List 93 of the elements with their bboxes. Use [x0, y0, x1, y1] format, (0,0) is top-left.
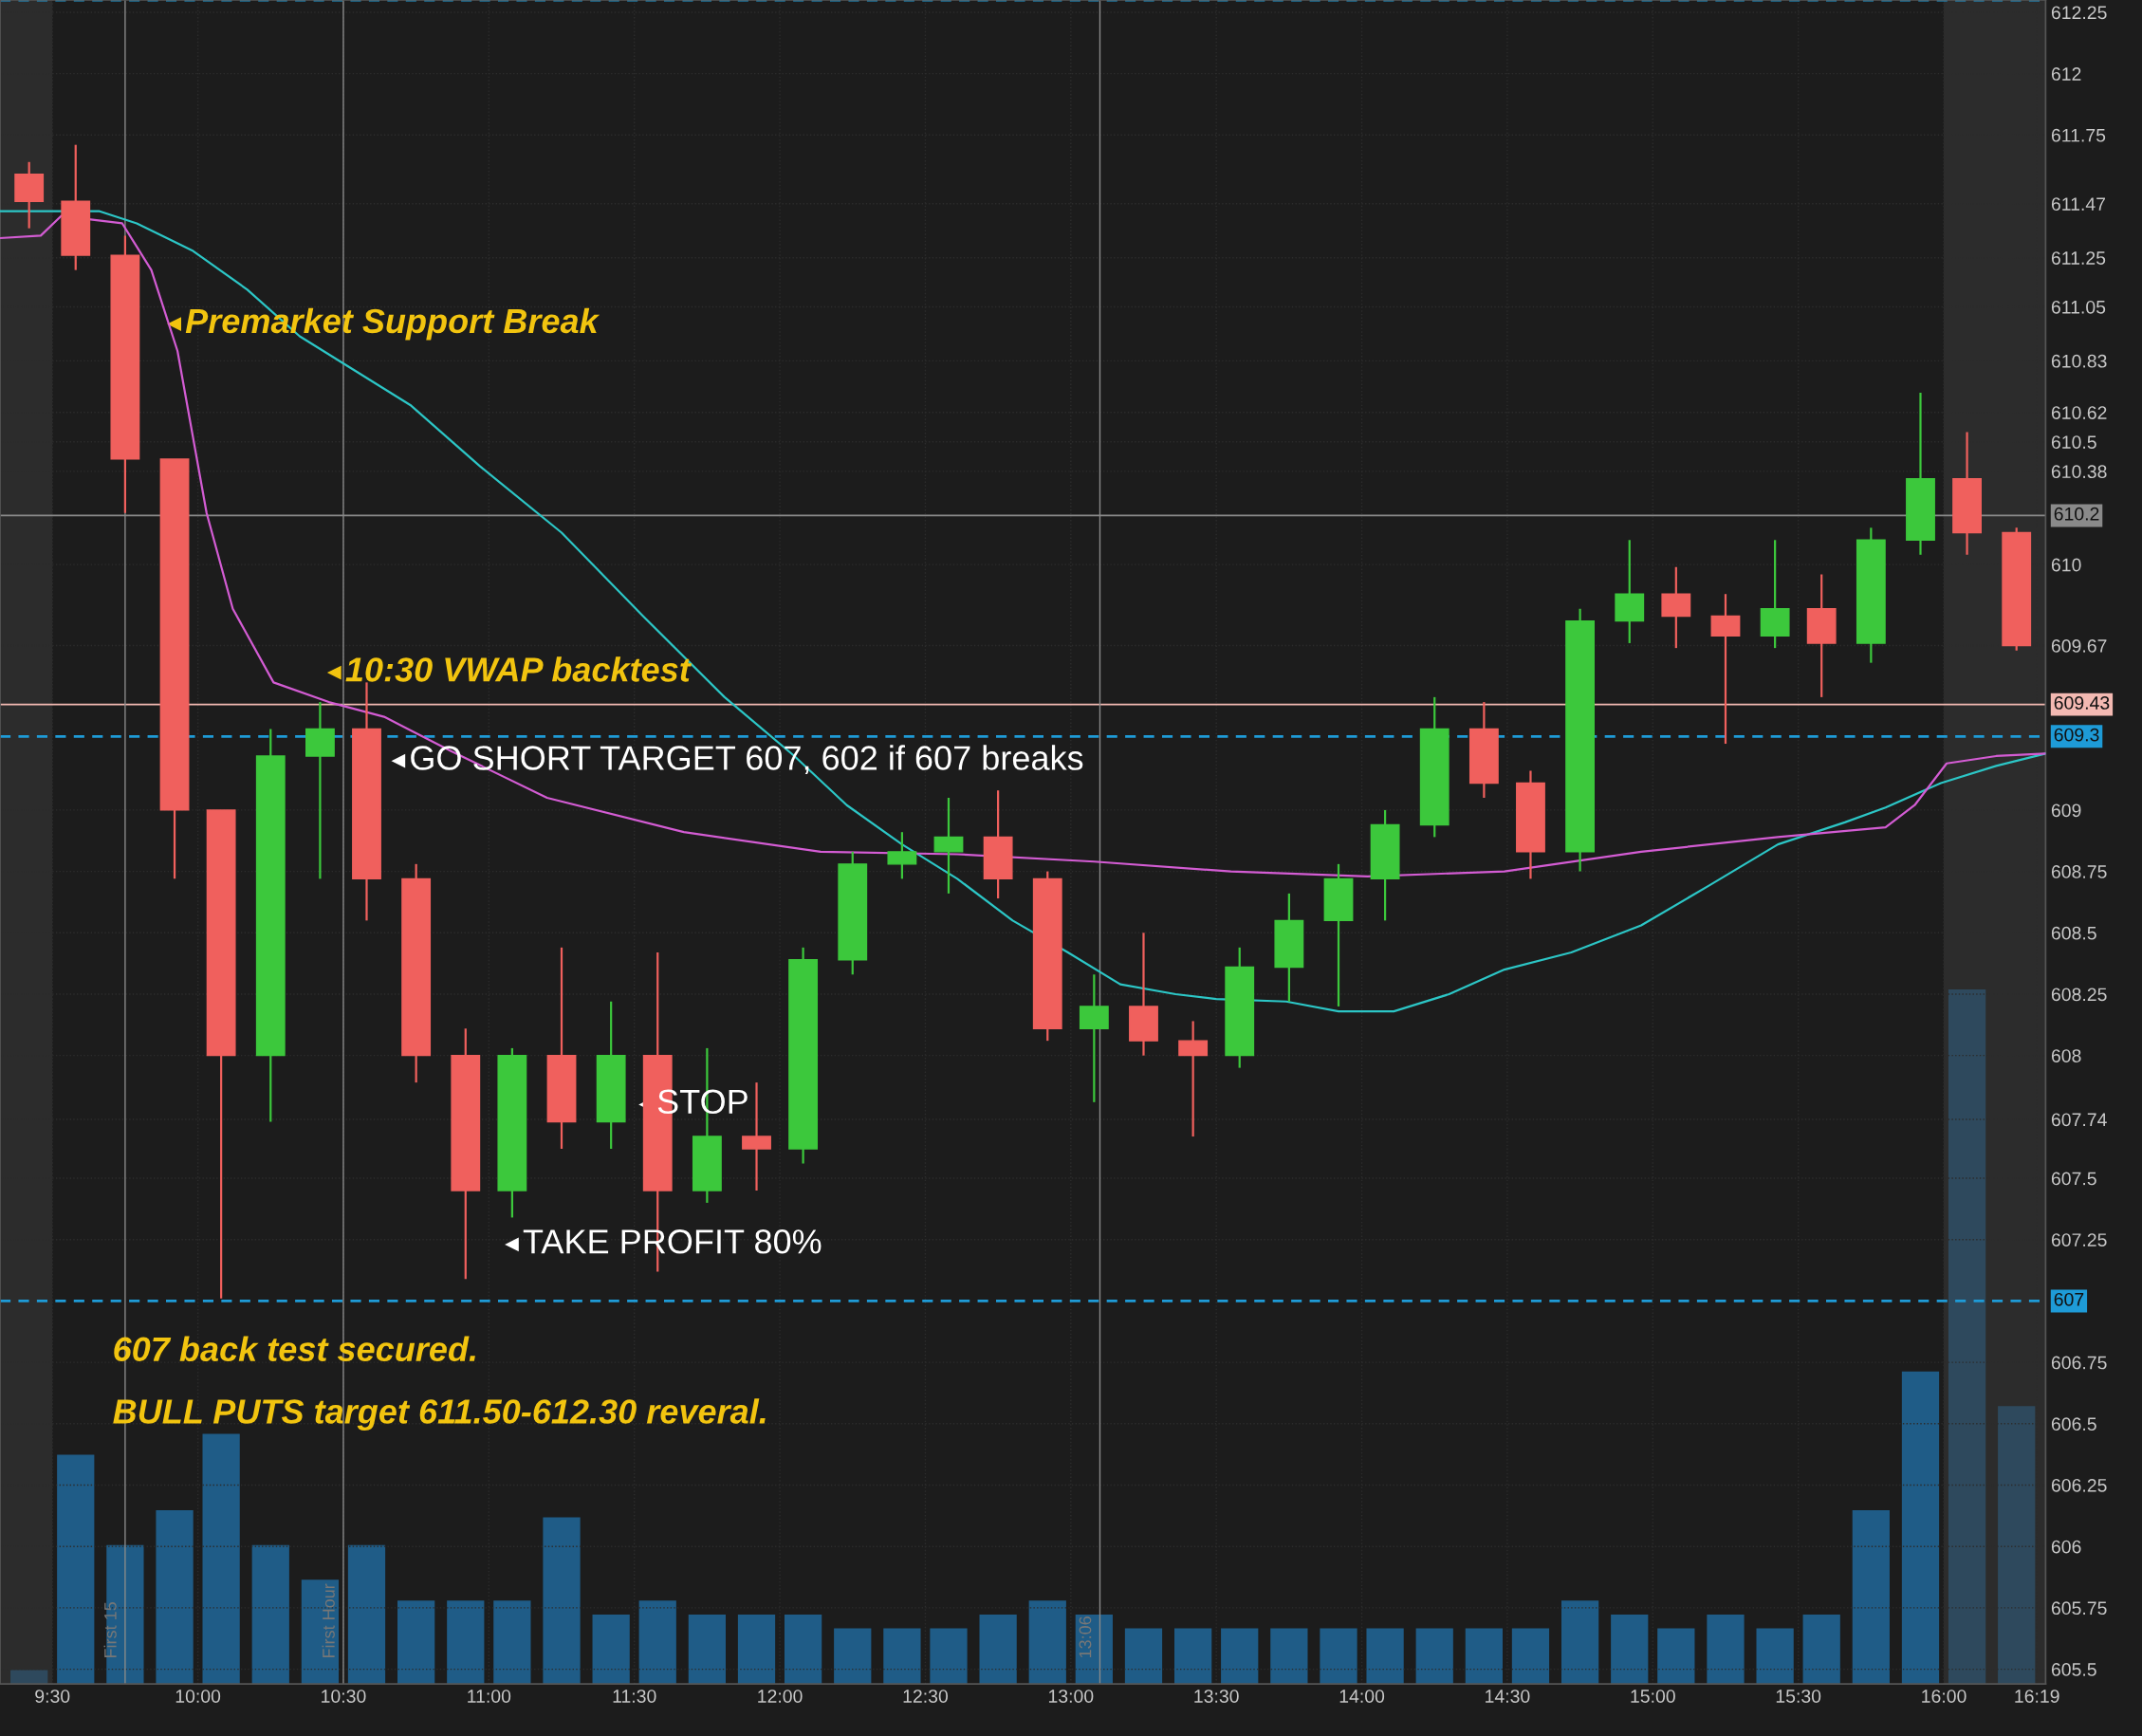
- y-tick-label: 605.75: [2051, 1601, 2107, 1616]
- bar: [1366, 1628, 1404, 1685]
- y-tick-label: 607.5: [2051, 1172, 2096, 1186]
- x-tick-label: 15:00: [1631, 1690, 1675, 1703]
- bar: [251, 1544, 289, 1685]
- x-tick-label: 14:30: [1486, 1690, 1530, 1703]
- bar: [1901, 1371, 1940, 1685]
- bar: [1852, 1510, 1890, 1685]
- bar: [1174, 1628, 1212, 1685]
- ref-line-label: 607: [2054, 1292, 2084, 1306]
- annotation: 10:30 VWAP backtest: [345, 656, 692, 682]
- y-tick-label: 607.74: [2051, 1113, 2107, 1127]
- ref-line-label: 610.2: [2054, 507, 2099, 521]
- bar: [979, 1614, 1017, 1685]
- x-tick-label: 12:00: [758, 1690, 803, 1703]
- y-tick-label: 610.83: [2051, 354, 2107, 368]
- bar: [1124, 1628, 1163, 1685]
- y-tick-label: 611.75: [2051, 128, 2106, 142]
- y-tick-label: 610.38: [2051, 465, 2107, 479]
- x-tick-label: 16:19: [2015, 1690, 2059, 1703]
- bar: [638, 1600, 676, 1685]
- y-tick-label: 606.5: [2051, 1417, 2096, 1431]
- annotation: BULL PUTS target 611.50-612.30 reveral.: [113, 1398, 766, 1431]
- bar: [347, 1544, 386, 1685]
- y-tick-label: 610.5: [2051, 435, 2096, 450]
- bar: [156, 1510, 194, 1685]
- bar: [784, 1614, 822, 1685]
- bar: [57, 1454, 95, 1685]
- bar: [543, 1517, 581, 1685]
- y-tick-label: 610.62: [2051, 406, 2107, 419]
- bar: [737, 1614, 776, 1685]
- x-tick-label: 11:00: [468, 1690, 511, 1703]
- bar: [592, 1614, 630, 1685]
- candlestick: [1178, 1020, 1209, 1138]
- y-tick-label: 611.25: [2051, 251, 2106, 265]
- bar: [1270, 1628, 1308, 1685]
- y-tick-label: 611.47: [2051, 197, 2106, 212]
- bar: [1756, 1628, 1794, 1685]
- y-tick-label: 612: [2051, 67, 2081, 81]
- x-tick-label: 9:30: [35, 1690, 70, 1703]
- bar: [1802, 1614, 1840, 1685]
- bar: [834, 1628, 872, 1685]
- x-tick-label: 12:30: [903, 1690, 949, 1703]
- bar: [1511, 1628, 1550, 1685]
- bar: [1560, 1600, 1599, 1685]
- bar: [10, 1670, 48, 1685]
- y-tick-label: 608: [2051, 1049, 2081, 1062]
- x-tick-label: 15:30: [1776, 1690, 1821, 1703]
- bar: [1707, 1614, 1745, 1685]
- bar: [202, 1433, 240, 1685]
- bar: [1320, 1628, 1357, 1685]
- y-tick-label: 606: [2051, 1540, 2081, 1554]
- ref-line-label: 609.3: [2054, 728, 2099, 742]
- bar: [1611, 1614, 1649, 1685]
- line-series: [0, 214, 2046, 877]
- y-tick-label: 609: [2051, 803, 2081, 818]
- y-tick-label: 605.5: [2051, 1663, 2096, 1676]
- bar: [1465, 1628, 1504, 1685]
- x-tick-label: 11:30: [613, 1690, 656, 1703]
- x-tick-label: 13:30: [1194, 1690, 1239, 1703]
- bar: [930, 1628, 968, 1685]
- bar: [1221, 1628, 1259, 1685]
- bar: [1948, 989, 1986, 1685]
- ref-line-label: First 15: [103, 1602, 117, 1657]
- y-tick-label: 608.75: [2051, 865, 2107, 878]
- bar: [1028, 1600, 1066, 1685]
- y-tick-label: 606.25: [2051, 1478, 2107, 1492]
- bar: [1998, 1406, 2036, 1685]
- bar: [397, 1600, 435, 1685]
- bar: [447, 1600, 485, 1685]
- x-tick-label: 10:00: [175, 1690, 221, 1703]
- y-tick-label: 607.25: [2051, 1233, 2107, 1247]
- x-tick-label: 16:00: [1922, 1690, 1967, 1703]
- bar: [1415, 1628, 1453, 1685]
- ref-line-label: 13:06: [1079, 1616, 1092, 1658]
- y-tick-label: 611.05: [2051, 300, 2106, 314]
- y-tick-label: 606.75: [2051, 1356, 2107, 1370]
- x-tick-label: 10:30: [322, 1690, 366, 1703]
- bar: [301, 1579, 340, 1685]
- bar: [688, 1614, 727, 1685]
- y-tick-label: 609.67: [2051, 639, 2107, 653]
- x-tick-label: 13:00: [1048, 1690, 1094, 1703]
- bar: [493, 1600, 531, 1685]
- ref-line-label: 609.43: [2054, 696, 2110, 710]
- bar: [883, 1628, 921, 1685]
- ref-line-label: First Hour: [322, 1583, 335, 1657]
- y-tick-label: 608.25: [2051, 988, 2107, 1002]
- x-tick-label: 14:00: [1339, 1690, 1385, 1703]
- y-tick-label: 608.5: [2051, 926, 2096, 940]
- annotation: 607 back test secured.: [114, 1336, 475, 1362]
- y-tick-label: 612.25: [2051, 6, 2107, 20]
- bar: [1657, 1628, 1695, 1685]
- y-tick-label: 610: [2051, 558, 2081, 572]
